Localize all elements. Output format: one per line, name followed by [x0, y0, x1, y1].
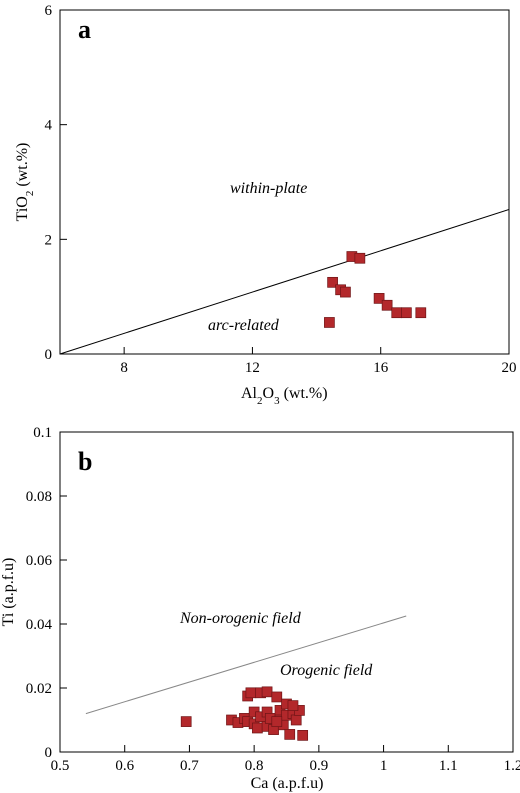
chart-a-ytick-label: 2	[45, 232, 53, 248]
chart-b-ytick-label: 0.02	[26, 681, 52, 697]
chart-b-ytick-label: 0.06	[26, 553, 53, 569]
chart-a-ylabel: TiO2 (wt.%)	[14, 143, 36, 222]
chart-a-point	[354, 252, 366, 264]
chart-a-annotation-within-plate: within-plate	[230, 180, 307, 197]
chart-b: 0.5 0.6 0.7 0.8 0.9 1 1.1 1.2 0 0.02 0.04 0.06 0.08 0…	[0, 425, 520, 792]
chart-a-xtick-label: 12	[245, 360, 260, 376]
chart-a-ytick-label: 4	[45, 118, 53, 134]
chart-b-annotation-orogenic: Orogenic field	[280, 662, 373, 679]
chart-a-xlabel: Al2O3 (wt.%)	[241, 385, 328, 407]
chart-a-annotation-arc-related: arc-related	[208, 317, 280, 334]
chart-a-ytick-label: 6	[45, 3, 53, 19]
chart-b-point	[261, 686, 273, 698]
chart-a-point	[373, 293, 385, 304]
chart-b-point	[290, 714, 302, 726]
chart-a-xtick-label: 20	[502, 360, 517, 376]
chart-b-xtick-label: 1.1	[439, 758, 458, 774]
chart-b-point	[287, 700, 299, 711]
chart-a-point	[324, 317, 335, 328]
chart-b-point	[284, 729, 296, 740]
chart-b-ytick-label: 0	[45, 745, 53, 761]
chart-b-annotation-non-orogenic: Non-orogenic field	[179, 610, 302, 627]
chart-b-point	[252, 722, 263, 734]
chart-a-frame	[59, 9, 510, 355]
chart-b-point	[271, 716, 283, 727]
chart-a-point	[391, 307, 403, 319]
chart-a-panel-label: a	[78, 15, 91, 44]
chart-a-ytick-label: 0	[45, 347, 53, 363]
chart-a-point	[401, 307, 412, 319]
chart-b-frame	[59, 431, 514, 753]
chart-b-ytick-label: 0.04	[26, 617, 53, 633]
chart-b-xtick-label: 0.5	[51, 758, 70, 774]
chart-b-point	[297, 730, 309, 741]
chart-b-ytick-label: 0.1	[33, 425, 52, 441]
chart-b-xtick-label: 0.6	[115, 758, 134, 774]
chart-b-xtick-label: 1	[380, 758, 388, 774]
chart-b-point	[180, 716, 192, 727]
chart-a-point	[340, 286, 351, 298]
chart-b-panel-label: b	[78, 447, 92, 476]
chart-a-xtick-label: 16	[373, 360, 389, 376]
chart-b-xtick-label: 0.8	[245, 758, 264, 774]
chart-a-xtick-label: 8	[120, 360, 128, 376]
chart-a: 8 12 16 20 0 2 4 6 a within-plate arc-related A…	[14, 3, 517, 407]
chart-b-point	[271, 691, 283, 703]
chart-a-point	[381, 299, 393, 311]
chart-b-point	[245, 687, 257, 699]
chart-b-xlabel: Ca (a.p.f.u)	[251, 775, 324, 792]
chart-b-xtick-label: 1.2	[504, 758, 520, 774]
chart-b-xtick-label: 0.9	[309, 758, 328, 774]
chart-a-point	[327, 276, 338, 288]
chart-b-boundary-line	[85, 615, 407, 715]
chart-a-boundary-line	[59, 209, 510, 355]
chart-a-point	[415, 307, 427, 319]
chart-b-ylabel: Ti (a.p.f.u)	[0, 558, 17, 627]
chart-b-xtick-label: 0.7	[180, 758, 199, 774]
chart-b-ytick-label: 0.08	[26, 489, 52, 505]
